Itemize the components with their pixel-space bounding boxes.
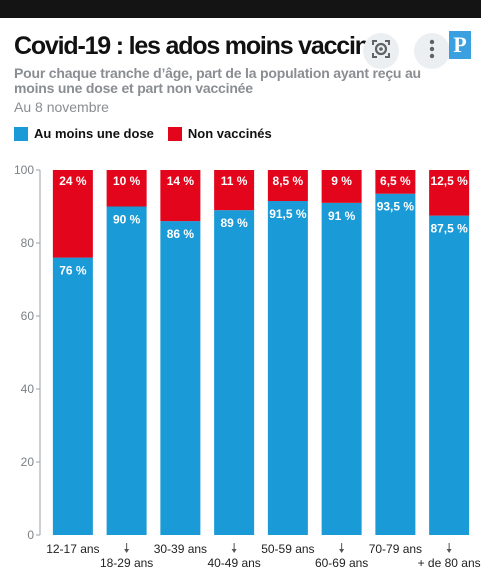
- data-label-unvaccinated: 9 %: [331, 174, 352, 188]
- chart-subtitle: Pour chaque tranche d’âge, part de la po…: [14, 65, 421, 96]
- x-tick-label: 30-39 ans: [154, 542, 207, 556]
- bar-vaccinated: [214, 210, 255, 535]
- data-label-vaccinated: 91,5 %: [269, 207, 307, 221]
- x-label-arrow: [339, 549, 345, 553]
- data-label-vaccinated: 89 %: [220, 216, 248, 230]
- bar-vaccinated: [375, 193, 416, 535]
- bar-vaccinated: [429, 215, 470, 535]
- bar-vaccinated: [106, 206, 147, 535]
- legend-label-vaccinated: Au moins une dose: [34, 126, 154, 141]
- bar-unvaccinated: [106, 170, 147, 207]
- x-tick-label: + de 80 ans: [418, 556, 481, 570]
- y-tick-label: 20: [21, 455, 35, 469]
- bar-unvaccinated: [321, 170, 362, 203]
- data-label-unvaccinated: 10 %: [113, 174, 141, 188]
- y-tick-label: 0: [27, 528, 34, 542]
- data-label-unvaccinated: 11 %: [221, 174, 248, 188]
- bar-vaccinated: [160, 221, 201, 535]
- y-tick-label: 60: [21, 309, 35, 323]
- bar-unvaccinated: [375, 170, 416, 194]
- data-label-unvaccinated: 12,5 %: [430, 174, 468, 188]
- legend-swatch-vaccinated: [14, 126, 28, 141]
- x-tick-label: 12-17 ans: [46, 542, 99, 556]
- bar-vaccinated: [52, 257, 93, 535]
- data-label-unvaccinated: 6,5 %: [380, 174, 411, 188]
- legend-swatch-unvaccinated: [167, 126, 182, 141]
- legend: Au moins une dose Non vaccinés: [14, 126, 286, 141]
- more-vert-icon: [429, 39, 435, 64]
- x-tick-label: 50-59 ans: [261, 542, 314, 556]
- chart-date: Au 8 novembre: [14, 99, 109, 115]
- data-label-vaccinated: 91 %: [328, 209, 356, 223]
- x-label-arrow: [231, 549, 237, 553]
- y-tick-label: 40: [21, 382, 35, 396]
- bar-unvaccinated: [160, 170, 201, 222]
- x-tick-label: 70-79 ans: [369, 542, 422, 556]
- more-options-button[interactable]: [414, 33, 450, 69]
- stacked-bar-chart: 0 20 40 60 80 100 76 % 24 % 12-17 ans 90 % 10 % 18-…: [14, 163, 481, 570]
- bar-vaccinated: [321, 202, 362, 535]
- lens-button[interactable]: [363, 33, 399, 69]
- chart-title: Covid-19 : les ados moins vaccinés: [14, 32, 395, 60]
- data-label-unvaccinated: 14 %: [167, 174, 195, 188]
- y-tick-label: 100: [14, 163, 34, 177]
- lens-icon: [371, 39, 391, 64]
- legend-item-vaccinated: Au moins une dose: [14, 126, 154, 141]
- data-label-vaccinated: 76 %: [59, 264, 87, 278]
- x-tick-label: 60-69 ans: [315, 556, 368, 570]
- bar-unvaccinated: [52, 170, 93, 258]
- x-label-arrow: [124, 549, 130, 553]
- publisher-logo: P: [449, 31, 471, 59]
- data-label-vaccinated: 87,5 %: [430, 222, 468, 236]
- infographic-card: Covid-19 : les ados moins vaccinés Pour …: [0, 18, 481, 576]
- x-tick-label: 40-49 ans: [207, 556, 260, 570]
- x-label-arrow: [446, 549, 452, 553]
- y-tick-label: 80: [21, 236, 35, 250]
- data-label-vaccinated: 90 %: [113, 213, 141, 227]
- legend-label-unvaccinated: Non vaccinés: [187, 126, 272, 141]
- legend-item-unvaccinated: Non vaccinés: [167, 126, 272, 141]
- data-label-vaccinated: 93,5 %: [377, 200, 415, 214]
- x-tick-label: 18-29 ans: [100, 556, 153, 570]
- data-label-vaccinated: 86 %: [167, 227, 195, 241]
- data-label-unvaccinated: 8,5 %: [273, 174, 304, 188]
- data-label-unvaccinated: 24 %: [59, 174, 87, 188]
- bar-unvaccinated: [429, 170, 470, 216]
- bar-vaccinated: [267, 201, 308, 535]
- bar-unvaccinated: [214, 170, 255, 211]
- bar-unvaccinated: [267, 170, 308, 202]
